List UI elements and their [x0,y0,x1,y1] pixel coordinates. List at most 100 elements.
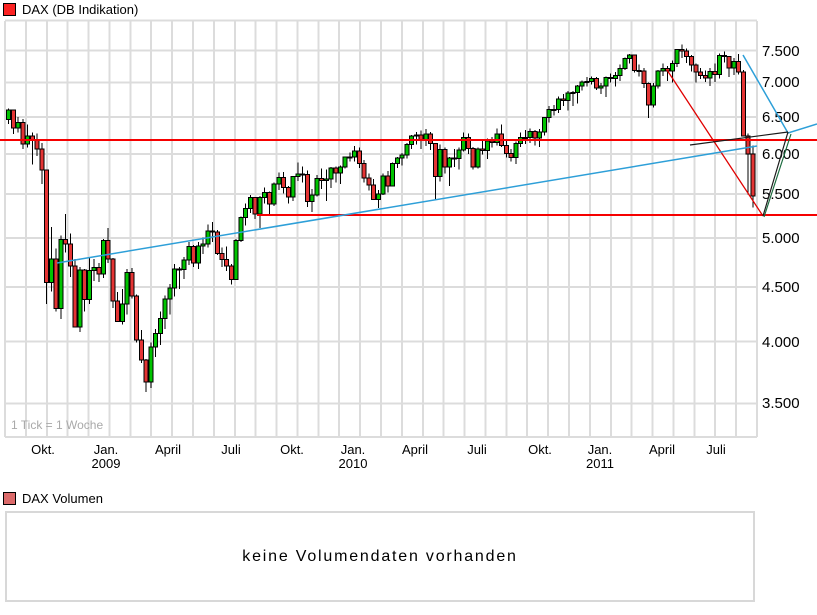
candle-body [101,240,106,275]
candle-body [271,183,277,205]
candle-body [394,157,400,164]
candle-body [295,173,301,178]
candle-body [646,83,652,106]
candle-body [721,55,727,58]
candle-body [195,245,201,264]
candle-body [304,173,310,202]
candle-body [451,157,457,160]
candle-body [356,150,362,165]
candle-body [522,136,528,139]
x-axis-label: April [401,442,429,457]
y-axis-label: 4.500 [762,279,800,296]
candle-body [399,154,405,159]
x-axis-label: April [154,442,182,457]
candle-body [489,140,495,144]
uptrend-line-blue [56,145,758,264]
candle-body [77,269,83,328]
flat-line-black [689,131,789,146]
volume-panel: keine Volumendaten vorhanden [5,511,755,602]
candle-body [6,109,12,121]
candle-body [750,153,756,197]
candle-body [717,55,723,76]
candle-body [745,135,751,155]
candle-body [494,133,500,144]
candle-body [527,130,533,138]
candle-body [10,109,16,129]
candle-body [352,150,358,158]
candle-body [593,78,599,89]
candle-body [707,71,713,79]
candle-body [228,265,234,280]
candle-body [598,85,604,89]
candle-body [181,259,187,270]
candle-body [679,49,685,52]
candle-body [503,144,509,154]
candle-body [290,176,296,198]
candle-body [119,303,125,322]
candle-body [560,98,566,101]
candle-body [219,252,225,260]
volume-chart-title: DAX Volumen [22,491,103,506]
candle-body [86,270,92,300]
y-axis-label: 3.500 [762,395,800,413]
candle-body [631,54,637,71]
candle-body [465,136,471,149]
candle-body [214,231,220,254]
x-axis-label: Okt. [528,442,552,457]
candle-body [541,116,547,133]
candle-body [134,295,140,341]
candle-body [333,167,339,174]
x-axis-label: Okt. [280,442,304,457]
candle-body [484,140,490,152]
candle-body [323,178,329,182]
candle-body [617,67,623,77]
candle-body [67,243,73,267]
candle-body [342,156,348,168]
rebound-line-green [763,133,792,218]
candle-body [314,178,320,196]
candle-body [565,92,571,101]
candle-body [186,245,192,261]
x-axis-year-label: 2009 [91,456,121,471]
no-volume-message: keine Volumendaten vorhanden [242,547,518,565]
x-axis-label: Juli [467,442,487,457]
candle-body [115,300,121,322]
candle-body [300,173,306,176]
candle-body [247,197,253,209]
candle-body [532,130,538,139]
y-axis-label: 5.000 [762,230,800,248]
candle-body [480,148,486,152]
candle-body [432,142,438,177]
rebound-line-black [762,131,789,217]
price-chart-legend: DAX (DB Indikation) [3,2,138,17]
volume-chart-legend: DAX Volumen [3,491,103,506]
candle-body [556,98,562,111]
candle-body [603,77,609,87]
candle-body [698,71,704,76]
candle-body [167,287,173,300]
candle-body [262,192,268,198]
candle-body [257,196,263,215]
candle-body [641,70,647,85]
candle-body [712,71,718,76]
candle-body [375,193,381,201]
candle-body [48,258,54,284]
candle-body [608,77,614,80]
x-axis-label: Juli [221,442,241,457]
candle-body [191,245,197,264]
candle-body [636,69,642,72]
candle-body [224,258,230,267]
candle-body [124,271,130,305]
price-chart-title: DAX (DB Indikation) [22,2,139,17]
candle-body [546,108,552,118]
candle-body [110,258,116,302]
candle-body [740,71,746,137]
candle-body [404,144,410,156]
candle-body [456,149,462,160]
candle-body [82,269,88,300]
candle-body [674,49,680,64]
candle-body [622,58,628,69]
candle-body [243,207,249,218]
candle-body [361,163,367,179]
